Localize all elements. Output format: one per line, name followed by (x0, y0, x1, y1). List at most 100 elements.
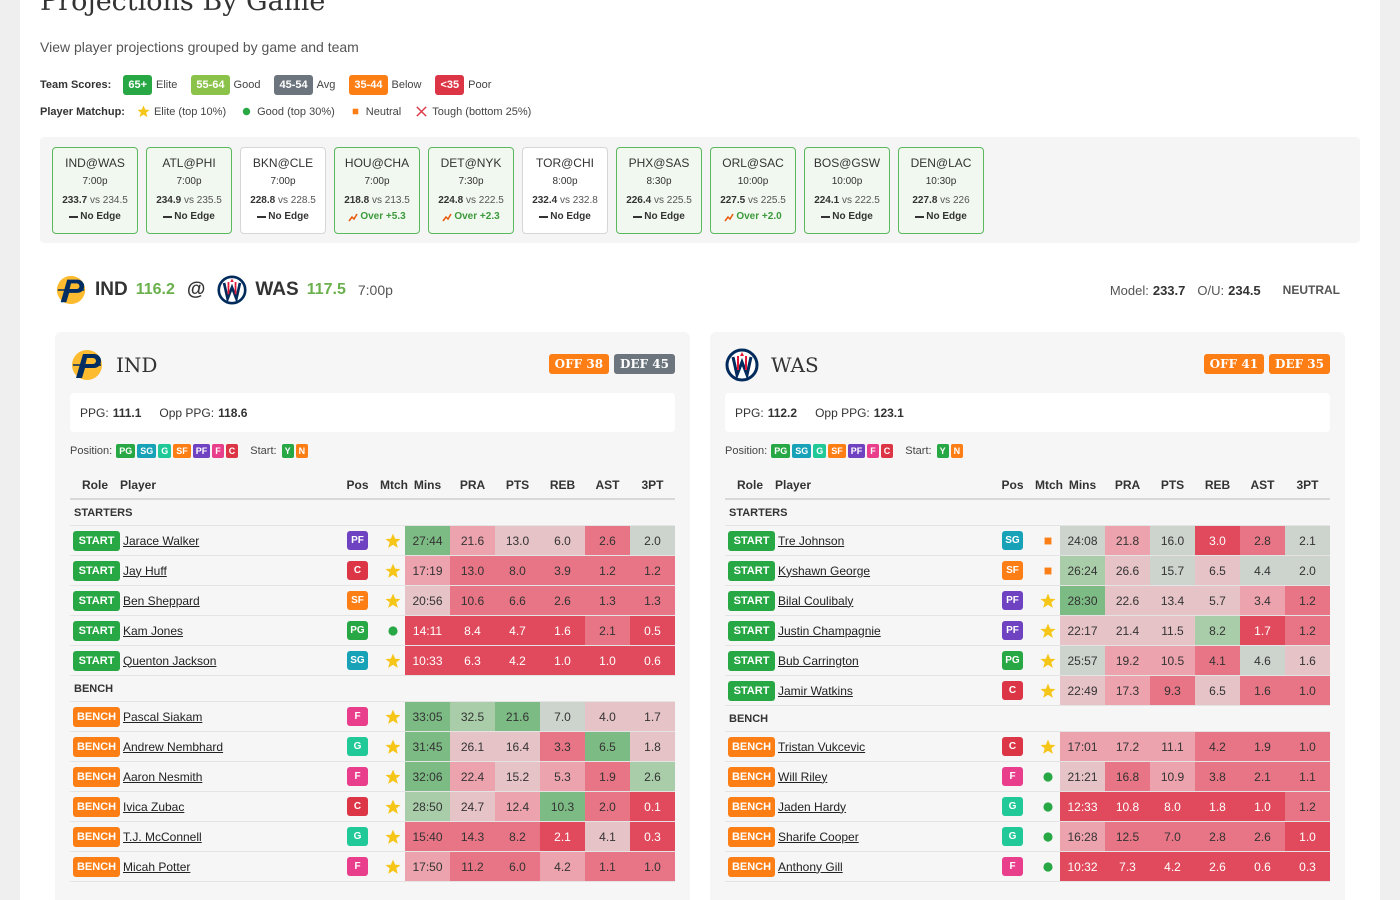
player-table: Role Player Pos Mtch Mins PRA PTS REB AST 3PT STAR… (70, 472, 675, 882)
position-filter[interactable]: G (813, 444, 827, 458)
game-card[interactable]: ATL@PHI 7:00p 234.9 vs 235.5 No Edge (146, 147, 232, 234)
player-name[interactable]: Aaron Nesmith (123, 769, 203, 784)
game-card[interactable]: DEN@LAC 10:30p 227.8 vs 226 No Edge (898, 147, 984, 234)
player-name[interactable]: Jarace Walker (123, 533, 200, 548)
start-filter[interactable]: N (295, 444, 309, 458)
opp-ppg-label: Opp PPG: (815, 405, 870, 420)
stat-cell: 2.6 (1240, 822, 1285, 851)
player-name[interactable]: Justin Champagnie (778, 623, 881, 638)
matchup-icon (1044, 567, 1051, 574)
filters: Position: PG SG G SF PF F C Start: Y N (725, 443, 964, 459)
player-name[interactable]: Jamir Watkins (778, 683, 853, 698)
stat-cell: 14.3 (450, 822, 495, 851)
matchup-icon (387, 625, 398, 636)
stat-cell: 2.0 (585, 792, 630, 821)
column-header: AST (595, 478, 620, 492)
stat-cell: 17:01 (1060, 732, 1105, 761)
stat-cell: 8.4 (450, 616, 495, 645)
stat-cell: 22:17 (1060, 616, 1105, 645)
game-matchup: HOU@CHA (344, 156, 410, 170)
game-card[interactable]: TOR@CHI 8:00p 232.4 vs 232.8 No Edge (522, 147, 608, 234)
position-filter[interactable]: C (225, 444, 239, 458)
game-edge: Over +2.0 (736, 211, 782, 222)
stat-cell: 4.7 (495, 616, 540, 645)
player-name[interactable]: Sharife Cooper (778, 829, 859, 844)
player-name[interactable]: Ivica Zubac (123, 799, 185, 814)
game-model: 224.8 (438, 195, 464, 206)
stat-cell: 12.4 (495, 792, 540, 821)
game-model: 218.8 (344, 195, 370, 206)
section-label: STARTERS (725, 500, 1330, 526)
role-badge: START (73, 590, 120, 611)
position-chip: C (347, 561, 368, 580)
player-name[interactable]: Will Riley (778, 769, 828, 784)
game-card[interactable]: ORL@SAC 10:00p 227.5 vs 225.5 Over +2.0 (710, 147, 796, 234)
start-filter[interactable]: Y (281, 444, 294, 458)
matchup-icon (1042, 801, 1053, 812)
game-card[interactable]: DET@NYK 7:30p 224.8 vs 222.5 Over +2.3 (428, 147, 514, 234)
stat-cell: 1.3 (630, 586, 675, 615)
stat-cell: 1.6 (1285, 646, 1330, 675)
off-badge: OFF 38 (548, 354, 610, 374)
position-filter[interactable]: SG (792, 444, 812, 458)
player-name[interactable]: Quenton Jackson (123, 653, 217, 668)
position-filter[interactable]: G (158, 444, 172, 458)
stat-cell: 1.2 (1285, 616, 1330, 645)
stat-cell: 1.9 (585, 762, 630, 791)
player-name[interactable]: Andrew Nembhard (123, 739, 224, 754)
position-filter[interactable]: F (212, 444, 224, 458)
player-name[interactable]: Bilal Coulibaly (778, 593, 854, 608)
start-filter[interactable]: N (950, 444, 964, 458)
legend-text: Good (top 30%) (257, 105, 335, 118)
role-badge: START (728, 620, 775, 641)
stat-cell: 5.7 (1195, 586, 1240, 615)
player-name[interactable]: Tre Johnson (778, 533, 845, 548)
opp-ppg-label: Opp PPG: (159, 405, 215, 420)
matchup-icon (384, 533, 401, 548)
stat-cell: 1.7 (630, 702, 675, 731)
ppg-label: PPG: (80, 405, 109, 420)
player-name[interactable]: Kam Jones (123, 623, 184, 638)
matchup-icon (384, 769, 401, 784)
player-name[interactable]: Tristan Vukcevic (778, 739, 866, 754)
position-filter[interactable]: PF (192, 444, 211, 458)
stat-cell: 21.4 (1105, 616, 1150, 645)
game-card[interactable]: PHX@SAS 8:30p 226.4 vs 225.5 No Edge (616, 147, 702, 234)
game-card[interactable]: HOU@CHA 7:00p 218.8 vs 213.5 Over +5.3 (334, 147, 420, 234)
position-filter[interactable]: F (867, 444, 879, 458)
team-panel: IND OFF 38 DEF 45 PPG: 111.1 Opp PPG: 118.6 Pos… (55, 332, 690, 900)
stat-cell: 16.0 (1150, 526, 1195, 555)
start-filter[interactable]: Y (936, 444, 949, 458)
edge-icon (633, 215, 643, 218)
position-filter[interactable]: PF (847, 444, 866, 458)
legend-item: 55-64 Good (191, 75, 260, 95)
player-name[interactable]: Pascal Siakam (123, 709, 203, 724)
player-name[interactable]: T.J. McConnell (123, 829, 202, 844)
page-title: Projections By Game (40, 0, 326, 17)
position-chip: SG (347, 651, 368, 670)
matchup (384, 563, 401, 579)
position-filter[interactable]: PG (116, 444, 136, 458)
edge-icon (163, 215, 173, 218)
player-name[interactable]: Micah Potter (123, 859, 191, 874)
legend-item: 45-54 Avg (274, 75, 335, 95)
player-name[interactable]: Bub Carrington (778, 653, 859, 668)
game-card[interactable]: IND@WAS 7:00p 233.7 vs 234.5 No Edge (52, 147, 138, 234)
player-name[interactable]: Jay Huff (123, 563, 167, 578)
game-card[interactable]: BOS@GSW 10:00p 224.1 vs 222.5 No Edge (804, 147, 890, 234)
player-name[interactable]: Anthony Gill (778, 859, 843, 874)
player-name[interactable]: Ben Sheppard (123, 593, 200, 608)
position-filter[interactable]: PG (771, 444, 791, 458)
position-filter[interactable]: SG (137, 444, 157, 458)
position-filter[interactable]: SF (828, 444, 846, 458)
stat-cell: 1.6 (540, 616, 585, 645)
legend-text: Elite (top 10%) (153, 105, 227, 118)
player-name[interactable]: Jaden Hardy (778, 799, 847, 814)
stat-cell: 17.3 (1105, 676, 1150, 705)
player-name[interactable]: Kyshawn George (778, 563, 871, 578)
column-header: Role (81, 478, 108, 492)
position-filter[interactable]: C (880, 444, 894, 458)
game-card[interactable]: BKN@CLE 7:00p 228.8 vs 228.5 No Edge (240, 147, 326, 234)
game-matchup: ATL@PHI (162, 156, 216, 170)
position-filter[interactable]: SF (173, 444, 191, 458)
